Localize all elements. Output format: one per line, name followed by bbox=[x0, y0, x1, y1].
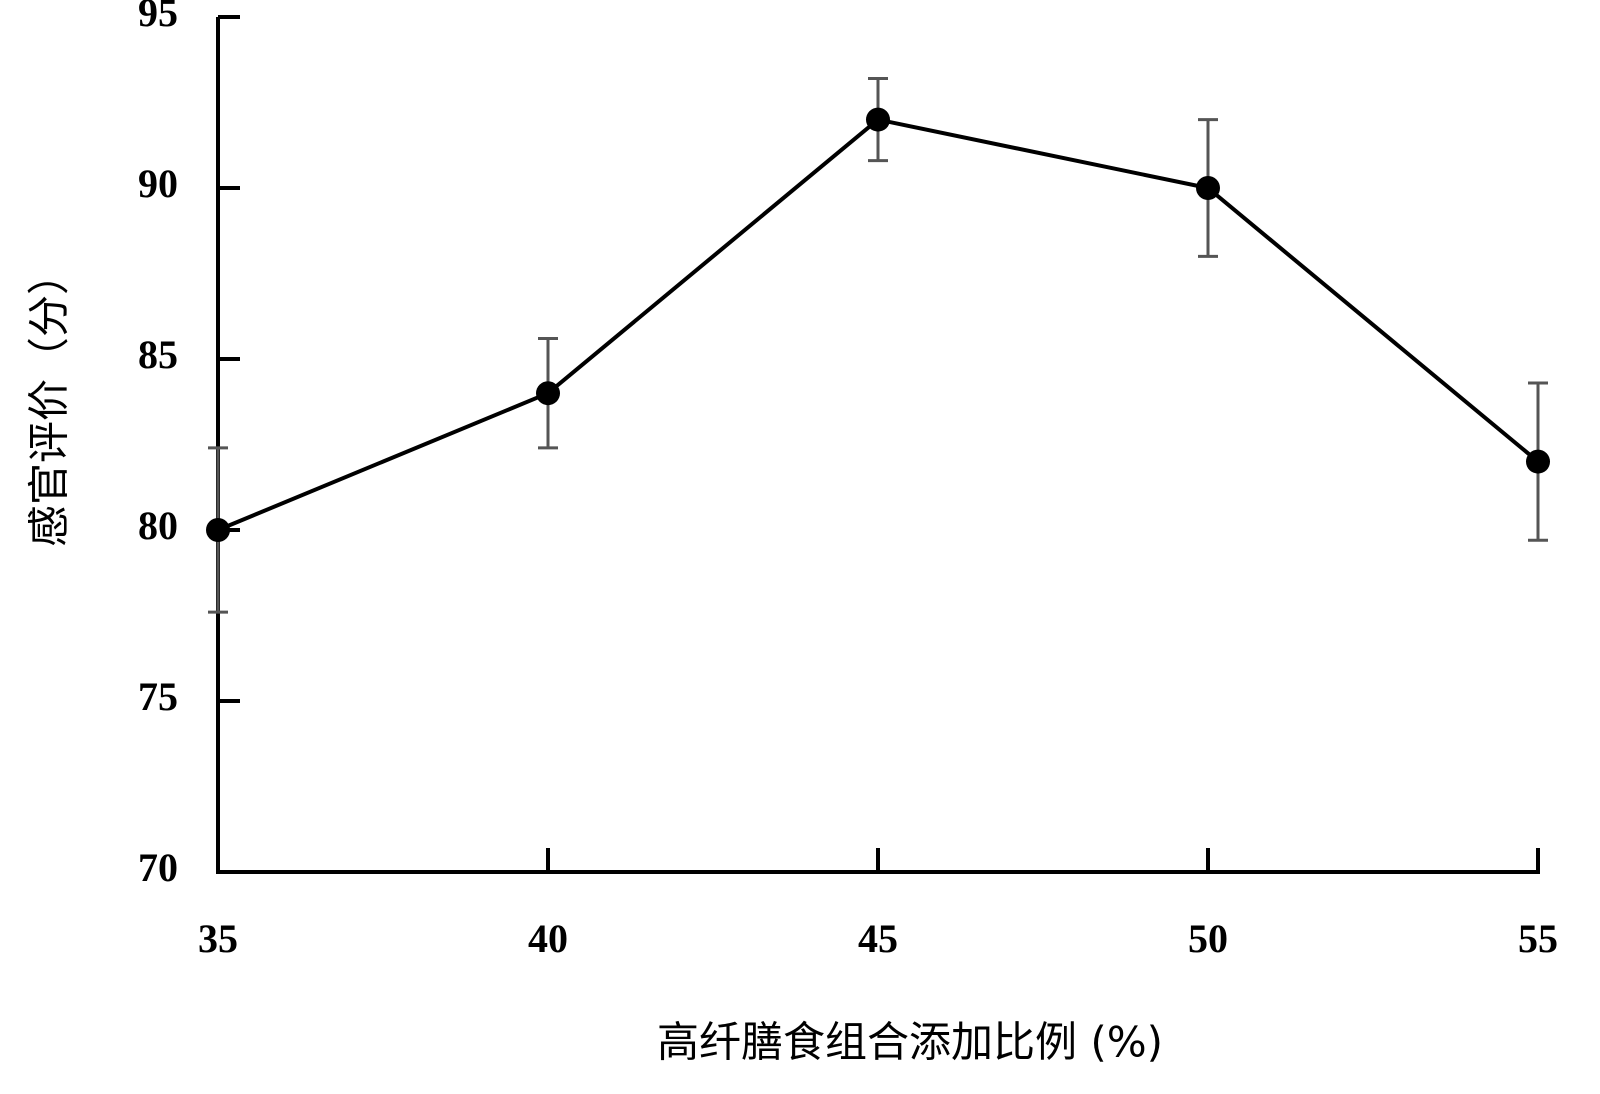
y-axis-title: 感官评价（分） bbox=[25, 253, 74, 547]
data-point bbox=[1526, 449, 1550, 474]
y-tick-label: 70 bbox=[138, 845, 178, 890]
y-tick-label: 80 bbox=[138, 503, 178, 548]
data-point bbox=[866, 107, 890, 132]
x-axis-title: 高纤膳食组合添加比例 (%) bbox=[657, 1018, 1163, 1067]
x-tick-label: 45 bbox=[858, 916, 898, 961]
data-line bbox=[217, 117, 1540, 532]
y-tick-label: 75 bbox=[138, 674, 178, 719]
x-tick-label: 55 bbox=[1518, 916, 1558, 961]
data-point bbox=[206, 518, 230, 542]
x-tick-label: 40 bbox=[528, 916, 568, 961]
x-tick-label: 50 bbox=[1188, 916, 1228, 961]
x-tick-label: 35 bbox=[198, 916, 238, 961]
y-tick-label: 85 bbox=[138, 332, 178, 377]
data-point bbox=[1196, 176, 1220, 200]
y-tick-label: 95 bbox=[138, 0, 178, 35]
y-tick-label: 90 bbox=[138, 161, 178, 206]
data-point bbox=[536, 381, 560, 406]
